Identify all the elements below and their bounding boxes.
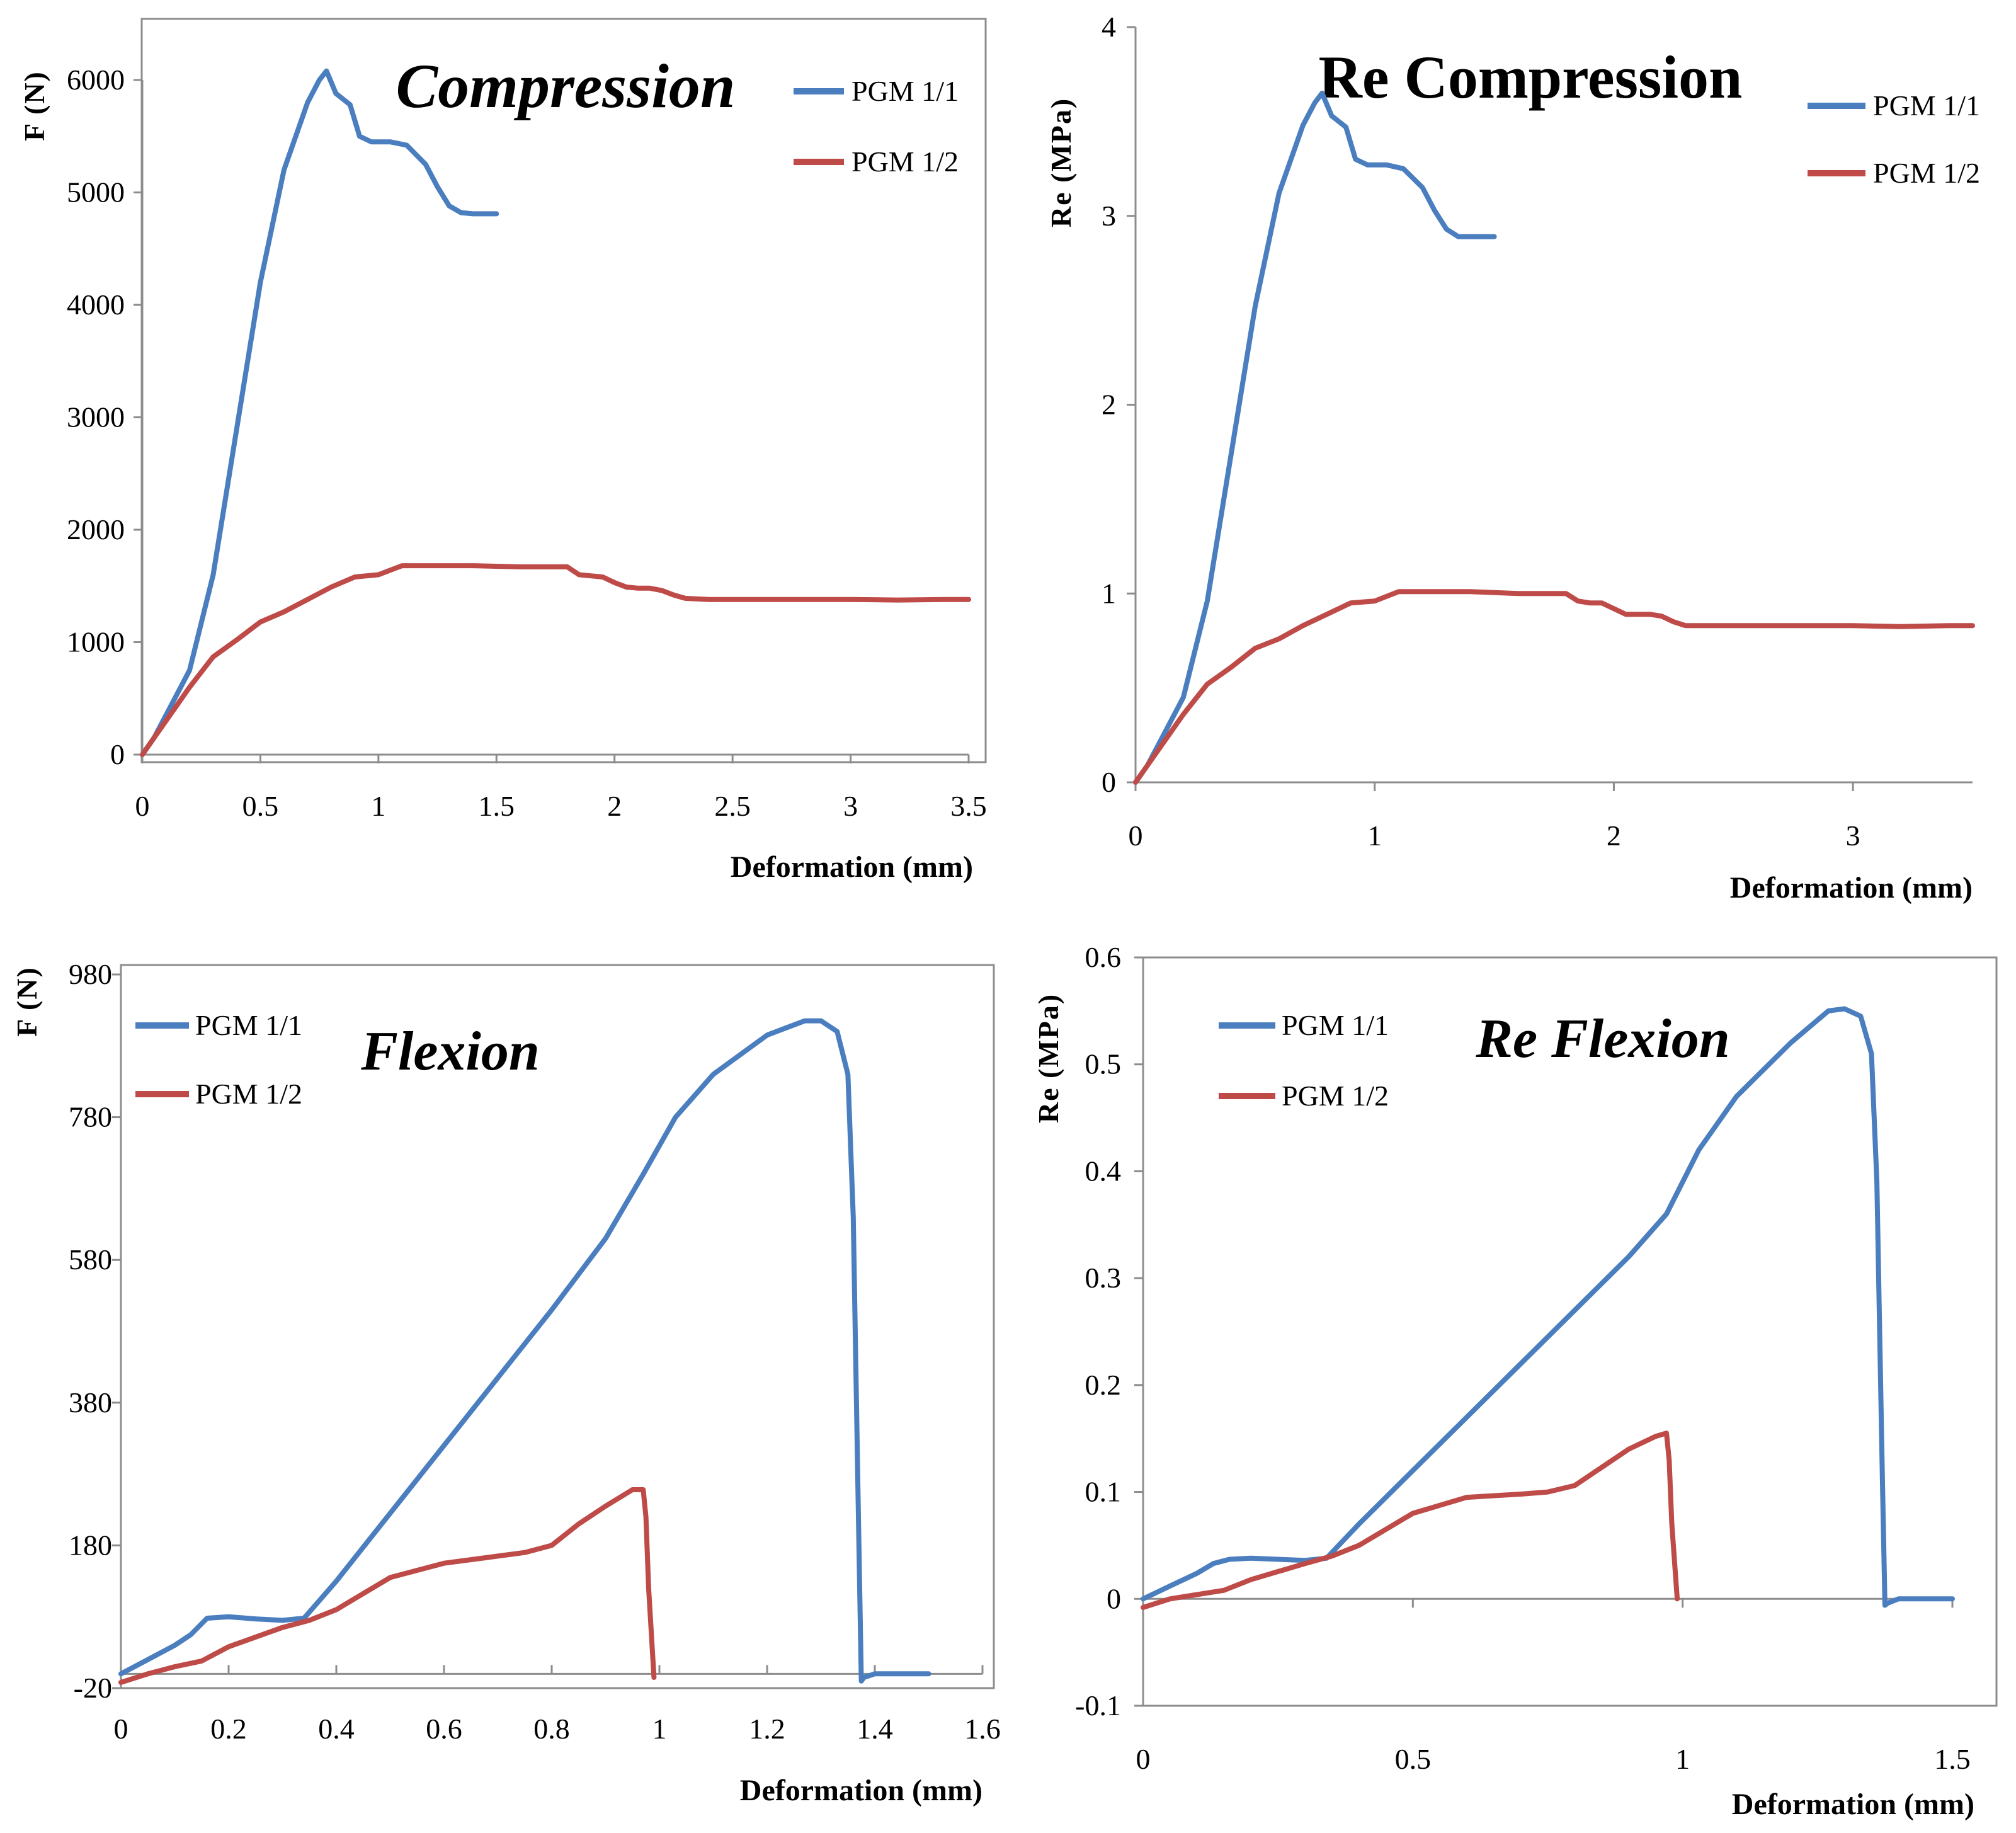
- y-tick-label: 0.3: [1085, 1262, 1122, 1294]
- x-tick-label: 1: [1367, 819, 1382, 852]
- series-line-pgm-1-2: [118, 1487, 657, 1685]
- legend-label-pgm-1-2: PGM 1/2: [195, 1078, 302, 1110]
- panel-title: Flexion: [360, 1021, 540, 1082]
- x-tick-label: 0.2: [210, 1713, 247, 1745]
- y-tick-label: 4: [1102, 11, 1116, 43]
- x-tick-label: 0.8: [533, 1713, 570, 1745]
- panel-title: Re Flexion: [1475, 1008, 1729, 1070]
- y-axis-label: F (N): [11, 966, 43, 1037]
- y-tick-label: 1000: [67, 626, 125, 658]
- x-tick-label: 1.5: [1934, 1743, 1971, 1775]
- y-tick-label: 3: [1102, 200, 1116, 232]
- y-tick-label: 0: [1102, 766, 1116, 798]
- y-tick-label: 2000: [67, 513, 125, 545]
- panel-flexion: Flexion F (N) Deformation (mm) PGM 1/1 P…: [11, 958, 1001, 1807]
- legend-label-pgm-1-1: PGM 1/1: [1282, 1009, 1389, 1041]
- x-tick-label: 1.5: [479, 790, 515, 822]
- legend-label-pgm-1-2: PGM 1/2: [1873, 157, 1980, 189]
- x-tick-label: 3: [1846, 819, 1860, 852]
- y-tick-label: 180: [69, 1529, 112, 1561]
- legend: PGM 1/1 PGM 1/2: [1219, 1009, 1389, 1112]
- x-tick-label: 0: [1129, 819, 1143, 852]
- x-tick-label: 0.5: [1395, 1743, 1432, 1775]
- y-tick-label: 2: [1102, 389, 1116, 421]
- panel-frame: [140, 18, 987, 763]
- panel-frame: [1142, 956, 1998, 1707]
- x-axis-label: Deformation (mm): [1732, 1788, 1974, 1821]
- x-tick-label: 0.6: [426, 1713, 462, 1745]
- y-tick-label: 4000: [67, 288, 125, 321]
- x-axis-label: Deformation (mm): [731, 850, 973, 884]
- panel-frame: [120, 964, 995, 1689]
- y-tick-label: 6000: [67, 64, 125, 96]
- panel-title: Compression: [396, 51, 735, 121]
- series-line-pgm-1-2: [1141, 1430, 1680, 1610]
- y-tick-label: 380: [69, 1386, 112, 1419]
- y-tick-label: 3000: [67, 401, 125, 433]
- y-tick-label: 1: [1102, 577, 1116, 609]
- series-line-pgm-1-1: [140, 68, 499, 757]
- series-line-pgm-1-1: [1133, 90, 1497, 785]
- x-tick-label: 0: [114, 1713, 128, 1745]
- x-tick-label: 2.5: [714, 790, 751, 822]
- y-tick-label: -20: [74, 1672, 112, 1704]
- x-tick-label: 1.6: [964, 1713, 1001, 1745]
- legend-label-pgm-1-2: PGM 1/2: [851, 146, 959, 178]
- series-line-pgm-1-2: [140, 563, 971, 757]
- series-line-pgm-1-2: [1133, 589, 1975, 785]
- y-tick-label: -0.1: [1075, 1689, 1121, 1722]
- y-tick-label: 5000: [67, 176, 125, 208]
- y-tick-label: 0.6: [1085, 941, 1122, 973]
- y-tick-label: 0.4: [1085, 1155, 1122, 1187]
- series-line-pgm-1-1: [118, 1018, 931, 1684]
- y-tick-label: 0: [1107, 1582, 1121, 1614]
- y-axis-label: Re (MPa): [1045, 98, 1077, 227]
- x-tick-label: 3: [843, 790, 858, 822]
- x-tick-label: 0: [135, 790, 150, 822]
- x-tick-label: 1: [371, 790, 385, 822]
- panel-compression: Compression F (N) Deformation (mm) PGM 1…: [18, 18, 987, 884]
- y-axis-label: F (N): [18, 71, 50, 141]
- x-tick-label: 2: [607, 790, 622, 822]
- legend-label-pgm-1-2: PGM 1/2: [1282, 1080, 1389, 1112]
- y-tick-label: 0.2: [1085, 1369, 1122, 1401]
- x-tick-label: 1.4: [857, 1713, 893, 1745]
- y-tick-label: 0.1: [1085, 1476, 1122, 1508]
- panel-re-compression: Re Compression Re (MPa) Deformation (mm)…: [1045, 11, 1980, 905]
- y-tick-label: 580: [69, 1243, 112, 1276]
- series-line-pgm-1-1: [1141, 1006, 1955, 1608]
- legend-label-pgm-1-1: PGM 1/1: [195, 1009, 302, 1041]
- y-tick-label: 0: [110, 738, 125, 770]
- y-axis-label: Re (MPa): [1032, 993, 1064, 1123]
- x-axis-label: Deformation (mm): [740, 1774, 982, 1807]
- x-tick-label: 0.5: [242, 790, 279, 822]
- x-tick-label: 1: [652, 1713, 667, 1745]
- legend-label-pgm-1-1: PGM 1/1: [851, 75, 959, 107]
- y-tick-label: 780: [69, 1101, 112, 1133]
- x-tick-label: 3.5: [950, 790, 987, 822]
- x-tick-label: 0.4: [318, 1713, 355, 1745]
- legend: PGM 1/1 PGM 1/2: [794, 75, 959, 178]
- x-tick-label: 1.2: [749, 1713, 785, 1745]
- panel-re-flexion: Re Flexion Re (MPa) Deformation (mm) PGM…: [1032, 941, 1998, 1821]
- x-tick-label: 2: [1607, 819, 1621, 852]
- x-tick-label: 0: [1136, 1743, 1151, 1775]
- x-axis-label: Deformation (mm): [1730, 871, 1973, 905]
- y-tick-label: 980: [69, 958, 112, 990]
- panel-title: Re Compression: [1319, 43, 1743, 111]
- legend-label-pgm-1-1: PGM 1/1: [1873, 89, 1980, 122]
- legend: PGM 1/1 PGM 1/2: [1808, 89, 1980, 189]
- legend: PGM 1/1 PGM 1/2: [135, 1009, 302, 1110]
- x-tick-label: 1: [1675, 1743, 1690, 1775]
- y-tick-label: 0.5: [1085, 1048, 1122, 1080]
